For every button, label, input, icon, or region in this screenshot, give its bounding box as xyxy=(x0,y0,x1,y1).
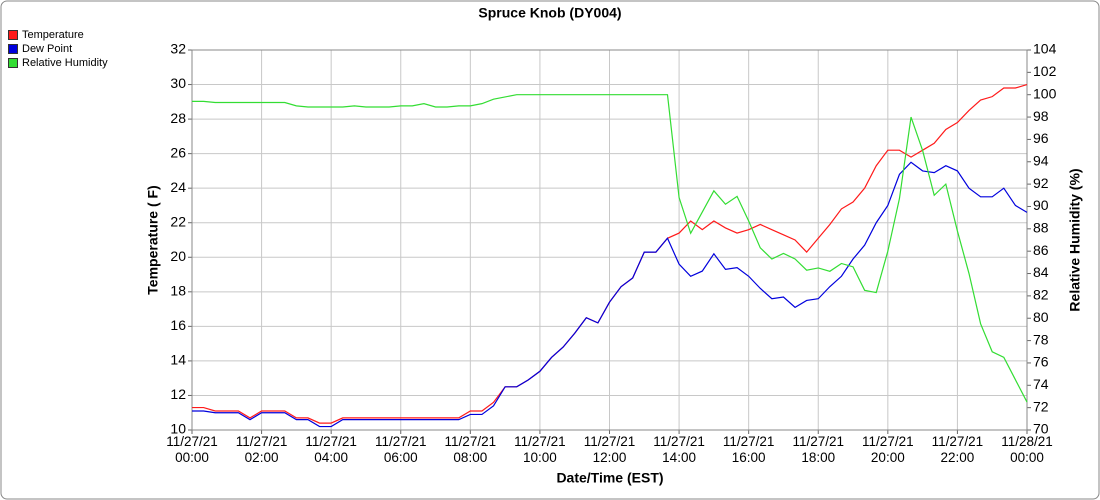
x-axis-title: Date/Time (EST) xyxy=(556,470,663,486)
y2-tick-label: 102 xyxy=(1033,63,1057,79)
y-tick-label: 30 xyxy=(170,75,186,91)
y2-tick-label: 86 xyxy=(1033,242,1049,258)
y2-tick-label: 74 xyxy=(1033,376,1049,392)
y2-tick-label: 92 xyxy=(1033,175,1049,191)
y-tick-label: 16 xyxy=(170,317,186,333)
x-tick-label: 11/27/21 04:00 xyxy=(305,434,357,465)
x-tick-label: 11/27/21 10:00 xyxy=(514,434,566,465)
x-tick-label: 11/27/21 14:00 xyxy=(653,434,705,465)
x-tick-label: 11/27/21 00:00 xyxy=(166,434,218,465)
y2-tick-label: 98 xyxy=(1033,108,1049,124)
y2-tick-label: 70 xyxy=(1033,421,1049,437)
legend-label: Temperature xyxy=(22,29,84,41)
legend-entry: Temperature xyxy=(8,28,108,42)
legend-entry: Dew Point xyxy=(8,42,108,56)
y2-tick-label: 72 xyxy=(1033,398,1049,414)
legend-label: Relative Humidity xyxy=(22,57,108,69)
y2-tick-label: 94 xyxy=(1033,152,1049,168)
y2-tick-label: 82 xyxy=(1033,287,1049,303)
y2-tick-label: 76 xyxy=(1033,354,1049,370)
x-tick-label: 11/27/21 02:00 xyxy=(235,434,288,465)
series-line xyxy=(192,161,1028,428)
x-tick-label: 11/27/21 16:00 xyxy=(722,434,775,465)
x-tick-label: 11/27/21 06:00 xyxy=(374,434,427,465)
y-tick-label: 26 xyxy=(170,144,186,160)
y-tick-label: 10 xyxy=(170,421,186,437)
y2-tick-label: 78 xyxy=(1033,331,1049,347)
x-tick-label: 11/27/21 20:00 xyxy=(862,434,914,465)
x-tick-label: 11/27/21 08:00 xyxy=(444,434,497,465)
y-tick-label: 18 xyxy=(170,283,186,299)
legend: Temperature Dew Point Relative Humidity xyxy=(8,28,108,70)
y2-tick-label: 96 xyxy=(1033,130,1049,146)
y-tick-label: 28 xyxy=(170,110,186,126)
y2-tick-label: 100 xyxy=(1033,85,1057,101)
legend-entry: Relative Humidity xyxy=(8,56,108,70)
legend-swatch xyxy=(8,44,18,54)
legend-label: Dew Point xyxy=(22,43,73,55)
legend-swatch xyxy=(8,30,18,40)
y2-tick-label: 84 xyxy=(1033,264,1049,280)
y-tick-label: 24 xyxy=(170,179,186,195)
x-tick-label: 11/28/21 00:00 xyxy=(1001,434,1053,465)
legend-swatch xyxy=(8,58,18,68)
series-line xyxy=(192,94,1028,403)
y2-tick-label: 88 xyxy=(1033,220,1049,236)
x-tick-label: 11/27/21 18:00 xyxy=(792,434,845,465)
chart-title: Spruce Knob (DY004) xyxy=(478,5,621,21)
y-tick-label: 20 xyxy=(170,248,186,264)
plot-area xyxy=(191,49,1028,431)
x-tick-label: 11/27/21 12:00 xyxy=(583,434,636,465)
y-tick-label: 14 xyxy=(170,352,186,368)
y2-tick-label: 104 xyxy=(1033,41,1057,57)
y-axis-title: Temperature ( F) xyxy=(145,185,161,294)
y-tick-label: 12 xyxy=(170,386,186,402)
y2-tick-label: 80 xyxy=(1033,309,1049,325)
y2-axis-title: Relative Humidity (%) xyxy=(1067,168,1083,311)
x-tick-label: 11/27/21 22:00 xyxy=(931,434,984,465)
y2-tick-label: 90 xyxy=(1033,197,1049,213)
y-tick-label: 22 xyxy=(170,213,186,229)
y-tick-label: 32 xyxy=(170,41,186,57)
